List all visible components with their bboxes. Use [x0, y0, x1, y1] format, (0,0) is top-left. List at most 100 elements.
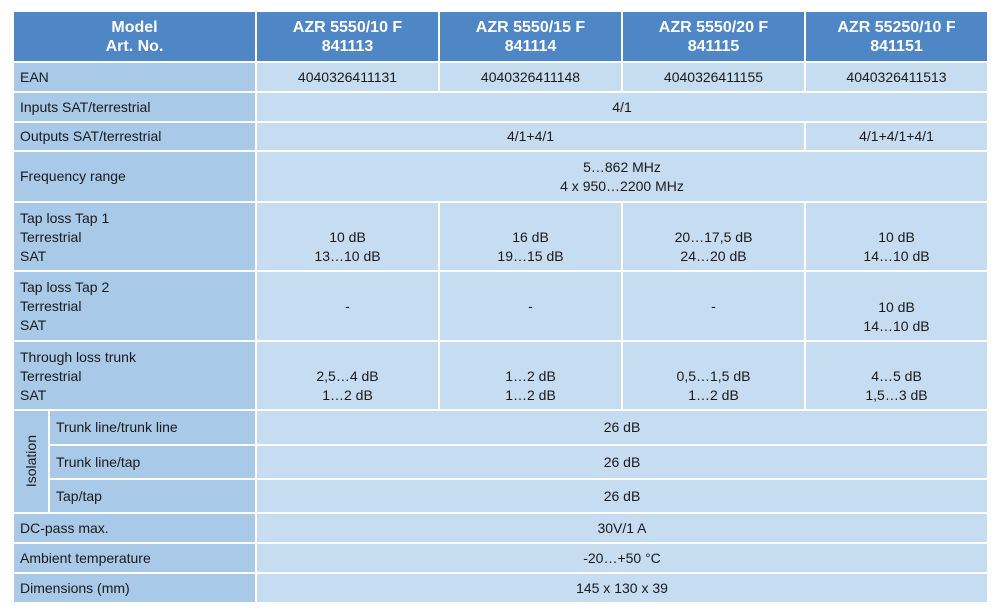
- value-cell: 26 dB: [255, 444, 989, 480]
- value-cell: 30V/1 A: [255, 512, 989, 544]
- cell-line: SAT: [20, 317, 47, 333]
- isolation-row: Isolation Trunk line/trunk line 26 dB: [12, 409, 989, 514]
- cell-line: 14…10 dB: [863, 318, 930, 334]
- spec-row: Tap loss Tap 1 Terrestrial SAT 10 dB 13…10 d…: [12, 201, 989, 272]
- cell-line: 4…5 dB: [871, 368, 922, 384]
- value-cell: -: [255, 270, 440, 342]
- group-cell: Isolation: [12, 409, 50, 514]
- header-row: Model Art. No. AZR 5550/10 F 841113 AZR 5550…: [12, 10, 989, 63]
- cell-line: 10 dB: [878, 229, 915, 245]
- cell-line: 19…15 dB: [497, 248, 564, 264]
- row-label: DC-pass max.: [12, 512, 257, 544]
- cell-line: Dimensions (mm): [20, 579, 130, 596]
- header-cell: AZR 5550/20 F 841115: [621, 10, 806, 63]
- cell-line: 20…17,5 dB: [674, 229, 753, 245]
- cell-line: Ambient temperature: [20, 549, 151, 566]
- cell-line: Frequency range: [20, 168, 126, 184]
- value-cell: 26 dB: [255, 478, 989, 514]
- header-cell: AZR 5550/10 F 841113: [255, 10, 440, 63]
- value-cell: 1…2 dB 1…2 dB: [438, 340, 623, 411]
- cell-line: SAT: [20, 387, 47, 403]
- cell-line: 4040326411155: [663, 68, 764, 85]
- row-label: Tap loss Tap 2 Terrestrial SAT: [12, 270, 257, 342]
- cell-line: AZR 55250/10 F: [837, 18, 956, 36]
- spec-row: DC-pass max. 30V/1 A: [12, 512, 989, 544]
- cell-line: 0,5…1,5 dB: [676, 368, 751, 384]
- header-cell: AZR 55250/10 F 841151: [804, 10, 989, 63]
- cell-line: AZR 5550/20 F: [658, 18, 769, 36]
- spec-row: EAN 4040326411131 4040326411148 40403264111…: [12, 61, 989, 93]
- header-cell: Model Art. No.: [12, 10, 257, 63]
- spec-row: Tap loss Tap 2 Terrestrial SAT - - - 10 dB 14…1…: [12, 270, 989, 342]
- cell-line: 841113: [321, 37, 374, 55]
- row-label: Frequency range: [12, 150, 257, 203]
- cell-line: 4040326411513: [846, 68, 947, 85]
- value-cell: 16 dB 19…15 dB: [438, 201, 623, 272]
- row-label: Dimensions (mm): [12, 572, 257, 604]
- spec-table: Model Art. No. AZR 5550/10 F 841113 AZR 5550…: [12, 10, 989, 604]
- row-label: Tap/tap: [48, 478, 257, 514]
- row-label: Trunk line/tap: [48, 444, 257, 480]
- cell-line: 1…2 dB: [322, 387, 373, 403]
- value-cell: 4040326411155: [621, 61, 806, 93]
- cell-line: Through loss trunk: [20, 349, 136, 365]
- cell-line: 24…20 dB: [680, 248, 747, 264]
- row-label: Tap loss Tap 1 Terrestrial SAT: [12, 201, 257, 272]
- cell-line: Model: [111, 18, 158, 36]
- cell-line: 4/1+4/1: [506, 128, 555, 144]
- cell-line: 841114: [504, 37, 557, 55]
- cell-line: Inputs SAT/terrestrial: [20, 98, 151, 115]
- cell-line: 1…2 dB: [505, 387, 556, 403]
- value-cell: 4040326411131: [255, 61, 440, 93]
- row-label: Ambient temperature: [12, 542, 257, 574]
- value-cell: 20…17,5 dB 24…20 dB: [621, 201, 806, 272]
- cell-line: Terrestrial: [20, 229, 82, 245]
- cell-line: -20…+50 °C: [583, 549, 661, 566]
- value-cell: 10 dB 14…10 dB: [804, 270, 989, 342]
- value-cell: 2,5…4 dB 1…2 dB: [255, 340, 440, 411]
- header-cell: AZR 5550/15 F 841114: [438, 10, 623, 63]
- cell-line: Terrestrial: [20, 368, 82, 384]
- spec-row: Frequency range 5…862 MHz 4 x 950…2200 MHz: [12, 150, 989, 203]
- cell-line: 5…862 MHz: [583, 158, 661, 175]
- row-label: Inputs SAT/terrestrial: [12, 91, 257, 123]
- value-cell: 4…5 dB 1,5…3 dB: [804, 340, 989, 411]
- value-cell: 145 x 130 x 39: [255, 572, 989, 604]
- cell-line: Art. No.: [105, 37, 164, 55]
- cell-line: 145 x 130 x 39: [576, 579, 668, 596]
- cell-line: 4 x 950…2200 MHz: [560, 177, 684, 194]
- cell-line: Terrestrial: [20, 298, 82, 314]
- cell-line: 4040326411131: [297, 68, 398, 85]
- cell-line: Tap loss Tap 1: [20, 210, 110, 226]
- value-cell: -: [621, 270, 806, 342]
- value-cell: -20…+50 °C: [255, 542, 989, 574]
- spec-row: Ambient temperature -20…+50 °C: [12, 542, 989, 574]
- value-cell: 4/1+4/1+4/1: [804, 121, 989, 152]
- cell-line: EAN: [20, 68, 49, 85]
- cell-line: 4/1: [612, 98, 632, 115]
- cell-line: 841115: [687, 37, 740, 55]
- value-cell: 10 dB 14…10 dB: [804, 201, 989, 272]
- cell-line: 841151: [870, 37, 923, 55]
- spec-row: Through loss trunk Terrestrial SAT 2,5…4 dB…: [12, 340, 989, 411]
- row-label: Trunk line/trunk line: [48, 409, 257, 446]
- cell-line: 13…10 dB: [314, 248, 381, 264]
- table-body: Model Art. No. AZR 5550/10 F 841113 AZR 5550…: [12, 10, 989, 604]
- cell-line: -: [345, 297, 350, 314]
- cell-line: 10 dB: [878, 299, 915, 315]
- cell-line: AZR 5550/15 F: [475, 18, 586, 36]
- cell-line: 4/1+4/1+4/1: [859, 128, 934, 144]
- value-cell: 4040326411148: [438, 61, 623, 93]
- row-label: Outputs SAT/terrestrial: [12, 121, 257, 152]
- group-label: Isolation: [22, 435, 39, 488]
- spec-row: Inputs SAT/terrestrial 4/1: [12, 91, 989, 123]
- cell-line: DC-pass max.: [20, 519, 109, 536]
- value-cell: 5…862 MHz 4 x 950…2200 MHz: [255, 150, 989, 203]
- cell-line: 4040326411148: [480, 68, 581, 85]
- cell-line: 1…2 dB: [688, 387, 739, 403]
- value-cell: 4/1: [255, 91, 989, 123]
- cell-line: 2,5…4 dB: [316, 368, 379, 384]
- value-cell: 4040326411513: [804, 61, 989, 93]
- row-label: EAN: [12, 61, 257, 93]
